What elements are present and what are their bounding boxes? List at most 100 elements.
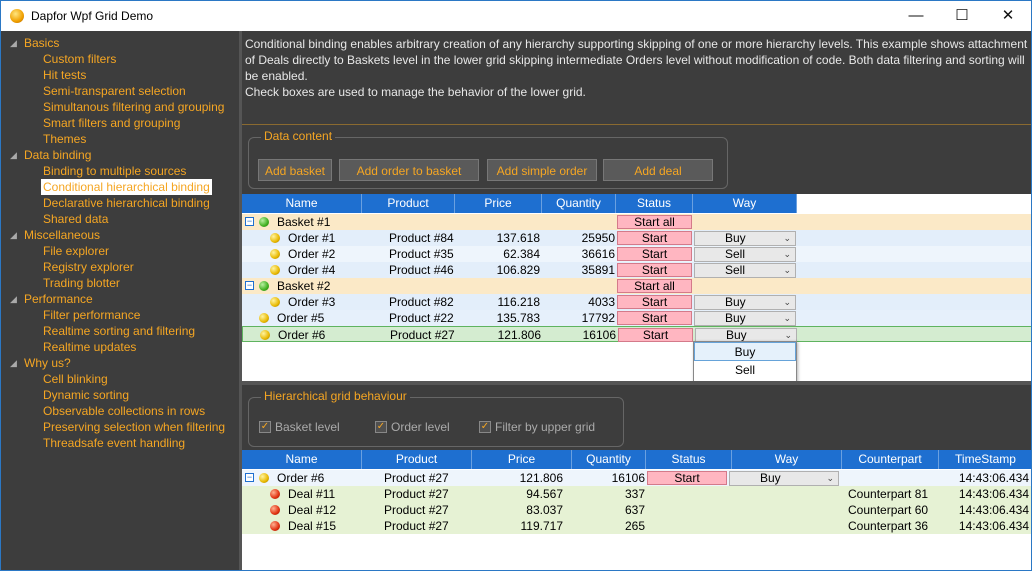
tree-item[interactable]: Shared data — [43, 211, 108, 227]
tree-item[interactable]: Threadsafe event handling — [43, 435, 185, 451]
column-header[interactable]: Product — [362, 194, 455, 213]
upper-grid[interactable]: Name Product Price Quantity Status Way − Basket… — [242, 194, 1031, 381]
grid-splitter[interactable] — [242, 381, 1031, 385]
tree-item[interactable]: Observable collections in rows — [43, 403, 205, 419]
close-button[interactable]: ✕ — [1001, 7, 1015, 24]
tree-item[interactable]: Trading blotter — [43, 275, 120, 291]
quantity-cell: 16106 — [611, 471, 645, 485]
collapse-icon[interactable]: − — [245, 472, 254, 482]
way-combobox[interactable]: Buy ⌄ — [694, 295, 796, 310]
tree-item[interactable]: Filter performance — [43, 307, 140, 323]
tree-item[interactable]: Simultanous filtering and grouping — [43, 99, 224, 115]
lower-grid[interactable]: Name Product Price Quantity Status Way Counter… — [242, 450, 1031, 570]
tree-category[interactable]: ◢ Data binding — [10, 147, 91, 163]
deal-row[interactable]: Deal #11 Product #27 94.567 337 Counterpart … — [242, 486, 1031, 502]
basket-row[interactable]: − Basket #2 Start all — [242, 278, 1031, 294]
tree-item[interactable]: File explorer — [43, 243, 109, 259]
divider — [242, 124, 1031, 125]
tree-item[interactable]: Conditional hierarchical binding — [41, 179, 212, 195]
column-header[interactable]: Way — [732, 450, 842, 469]
tree-item[interactable]: Semi-transparent selection — [43, 83, 186, 99]
deal-row[interactable]: Deal #15 Product #27 119.717 265 Counterpart… — [242, 518, 1031, 534]
way-value: Buy — [725, 231, 746, 245]
tree-category[interactable]: ◢ Why us? — [10, 355, 71, 371]
order-row[interactable]: Order #5 Product #22 135.783 17792 Start Buy ⌄ — [242, 310, 1031, 326]
collapse-icon[interactable]: − — [245, 216, 254, 226]
start-button[interactable]: Start — [617, 263, 692, 277]
tree-item[interactable]: Registry explorer — [43, 259, 134, 275]
basket-row[interactable]: − Basket #1 Start all — [242, 214, 1031, 230]
add-simple-order-button[interactable]: Add simple order — [487, 159, 597, 181]
order-row[interactable]: Order #3 Product #82 116.218 4033 Start Buy ⌄ — [242, 294, 1031, 310]
tree-category[interactable]: ◢ Miscellaneous — [10, 227, 100, 243]
status-green-icon — [259, 217, 269, 227]
way-combobox[interactable]: Buy ⌄ — [729, 471, 839, 486]
tree-item[interactable]: Custom filters — [43, 51, 116, 67]
collapse-arrow-icon[interactable]: ◢ — [10, 230, 17, 240]
splitter[interactable] — [239, 31, 242, 570]
minimize-button[interactable]: — — [908, 7, 924, 24]
maximize-button[interactable]: ☐ — [955, 7, 969, 24]
filter-upper-grid-checkbox[interactable]: ✓ Filter by upper grid — [479, 419, 595, 435]
tree-item[interactable]: Smart filters and grouping — [43, 115, 180, 131]
deal-row[interactable]: Deal #12 Product #27 83.037 637 Counterpart … — [242, 502, 1031, 518]
way-combobox[interactable]: Buy ⌄ — [694, 311, 796, 326]
tree-item[interactable]: Realtime updates — [43, 339, 136, 355]
column-header[interactable]: Name — [242, 194, 362, 213]
way-combobox[interactable]: Sell ⌄ — [694, 263, 796, 278]
tree-item[interactable]: Binding to multiple sources — [43, 163, 186, 179]
status-yellow-icon — [259, 313, 269, 323]
collapse-icon[interactable]: − — [245, 280, 254, 290]
dropdown-option[interactable]: Buy — [694, 342, 796, 361]
collapse-arrow-icon[interactable]: ◢ — [10, 150, 17, 160]
add-basket-button[interactable]: Add basket — [258, 159, 332, 181]
dropdown-option[interactable]: Sell — [734, 363, 755, 377]
tree-item[interactable]: Dynamic sorting — [43, 387, 129, 403]
column-header[interactable]: Status — [646, 450, 732, 469]
tree-item[interactable]: Cell blinking — [43, 371, 108, 387]
column-header[interactable]: Way — [693, 194, 797, 213]
tree-category[interactable]: ◢ Performance — [10, 291, 93, 307]
order-row[interactable]: Order #2 Product #35 62.384 36616 Start Sell ⌄ — [242, 246, 1031, 262]
column-header[interactable]: TimeStamp — [939, 450, 1031, 469]
basket-level-checkbox[interactable]: ✓ Basket level — [259, 419, 340, 435]
column-header[interactable]: Name — [242, 450, 362, 469]
column-header[interactable]: Status — [616, 194, 693, 213]
column-header[interactable]: Price — [455, 194, 542, 213]
tree-item[interactable]: Declarative hierarchical binding — [43, 195, 210, 211]
column-header[interactable]: Counterpart — [842, 450, 939, 469]
start-button[interactable]: Start — [617, 247, 692, 261]
start-button[interactable]: Start — [618, 328, 693, 342]
column-header[interactable]: Product — [362, 450, 472, 469]
way-combobox[interactable]: Sell ⌄ — [694, 247, 796, 262]
main-panel: Conditional binding enables arbitrary cr… — [242, 31, 1031, 570]
start-all-button[interactable]: Start all — [617, 215, 692, 229]
order-level-checkbox[interactable]: ✓ Order level — [375, 419, 450, 435]
start-button[interactable]: Start — [647, 471, 727, 485]
collapse-arrow-icon[interactable]: ◢ — [10, 358, 17, 368]
column-header[interactable]: Quantity — [572, 450, 646, 469]
column-header[interactable]: Quantity — [542, 194, 616, 213]
way-combobox[interactable]: Buy ⌄ — [694, 231, 796, 246]
tree-item[interactable]: Realtime sorting and filtering — [43, 323, 195, 339]
start-button[interactable]: Start — [617, 231, 692, 245]
start-button[interactable]: Start — [617, 295, 692, 309]
tree-item[interactable]: Hit tests — [43, 67, 86, 83]
tree-item[interactable]: Preserving selection when filtering — [43, 419, 225, 435]
add-order-to-basket-button[interactable]: Add order to basket — [339, 159, 479, 181]
order-row[interactable]: Order #6 Product #27 121.806 16106 Start Buy ⌄ — [242, 326, 1031, 343]
tree-category[interactable]: ◢ Basics — [10, 35, 59, 51]
collapse-arrow-icon[interactable]: ◢ — [10, 294, 17, 304]
order-row[interactable]: Order #4 Product #46 106.829 35891 Start Sell… — [242, 262, 1031, 278]
tree-item[interactable]: Themes — [43, 131, 86, 147]
basket-name: Basket #1 — [277, 215, 331, 229]
way-dropdown-list[interactable]: Buy Sell — [693, 341, 797, 381]
grid-empty-area — [242, 342, 1031, 381]
column-header[interactable]: Price — [472, 450, 572, 469]
collapse-arrow-icon[interactable]: ◢ — [10, 38, 17, 48]
order-row[interactable]: − Order #6 Start Buy ⌄ Product #27 121.806 1610… — [242, 470, 1031, 486]
order-row[interactable]: Order #1 Product #84 137.618 25950 Start Buy ⌄ — [242, 230, 1031, 246]
start-all-button[interactable]: Start all — [617, 279, 692, 293]
start-button[interactable]: Start — [617, 311, 692, 325]
add-deal-button[interactable]: Add deal — [603, 159, 713, 181]
